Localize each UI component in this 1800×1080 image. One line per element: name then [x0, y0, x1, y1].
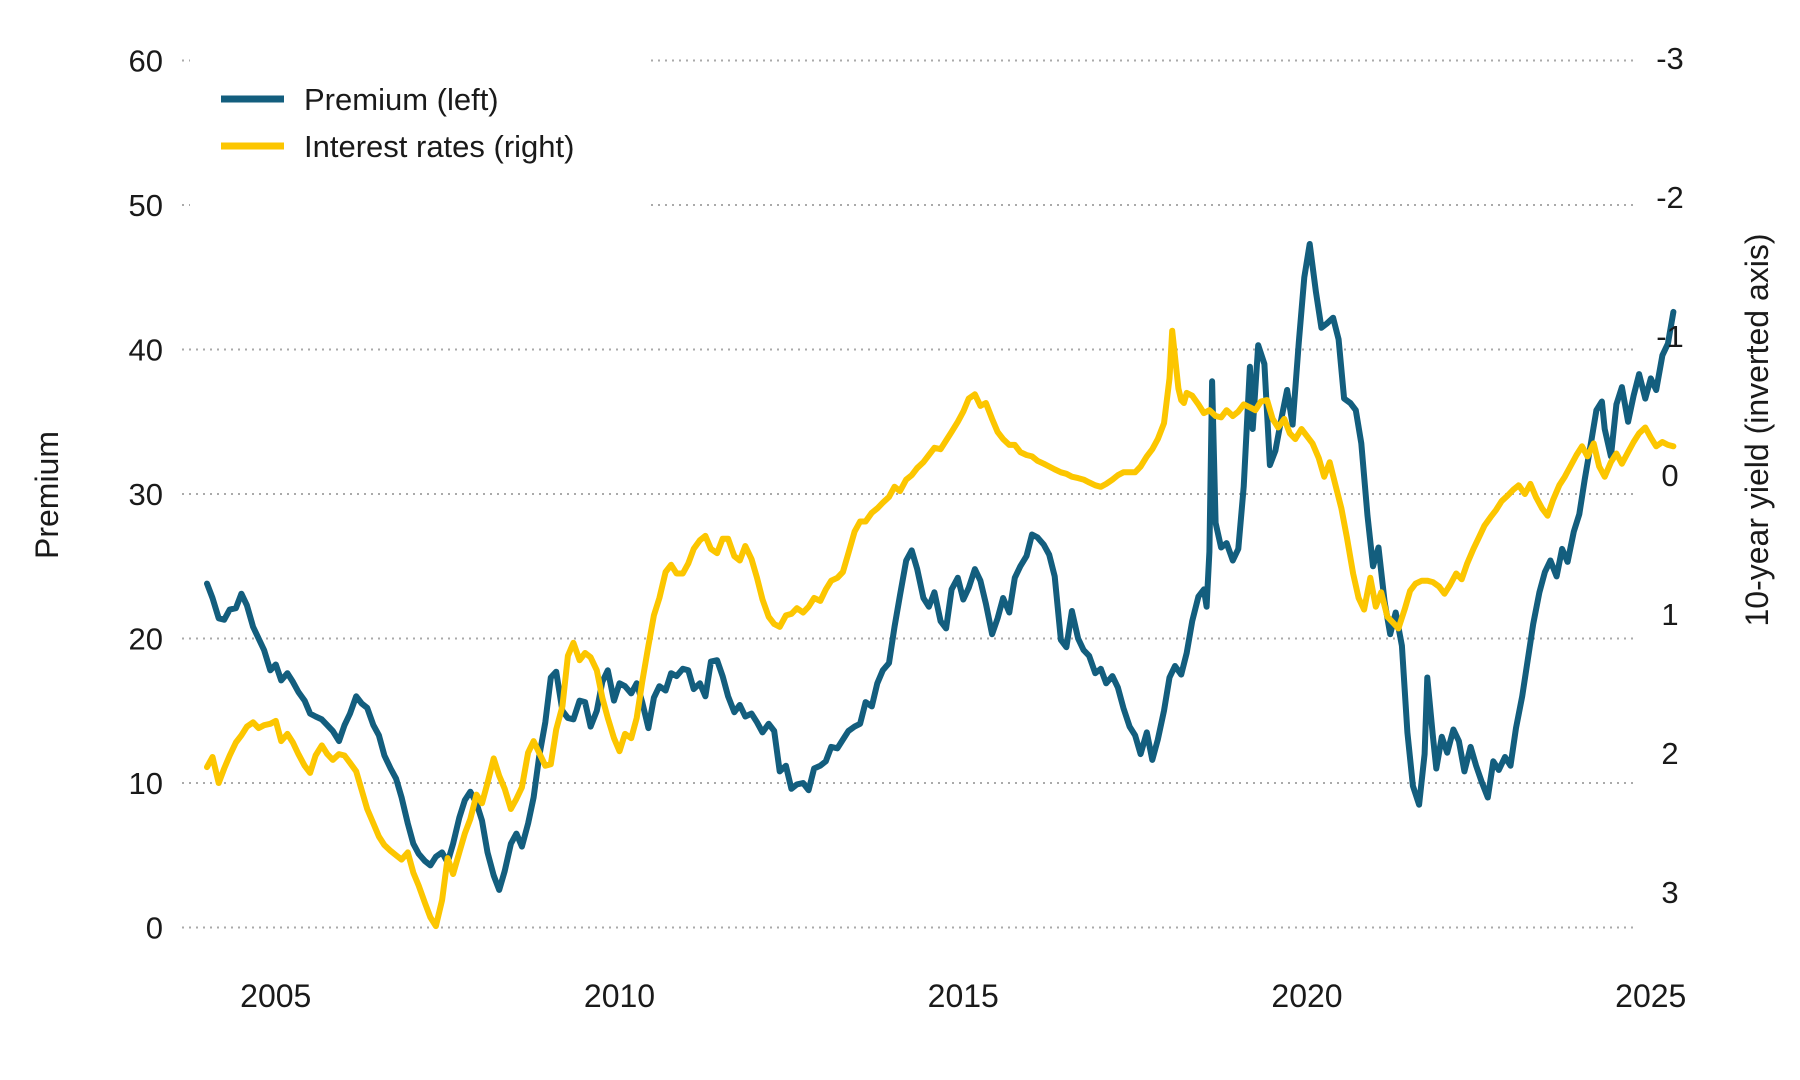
svg-text:-2: -2 — [1656, 180, 1684, 215]
left-axis-tick-labels: 60 50 40 30 20 10 0 — [129, 44, 163, 946]
svg-text:30: 30 — [129, 477, 163, 512]
svg-text:0: 0 — [146, 911, 163, 946]
svg-text:2005: 2005 — [240, 978, 311, 1014]
series-lines — [204, 241, 1677, 930]
svg-text:20: 20 — [129, 622, 163, 657]
svg-text:2020: 2020 — [1271, 978, 1342, 1014]
svg-text:0: 0 — [1661, 458, 1678, 493]
svg-text:60: 60 — [129, 44, 163, 79]
svg-text:10: 10 — [129, 766, 163, 801]
svg-text:2010: 2010 — [584, 978, 655, 1014]
premium-legend-label: Premium (left) — [304, 82, 499, 117]
svg-text:40: 40 — [129, 333, 163, 368]
svg-text:1: 1 — [1661, 597, 1678, 632]
legend-item-interest-rates: Interest rates (right) — [221, 129, 574, 164]
svg-text:-1: -1 — [1656, 319, 1684, 354]
svg-text:2: 2 — [1661, 736, 1678, 771]
svg-text:3: 3 — [1661, 875, 1678, 910]
legend-item-premium: Premium (left) — [221, 82, 499, 117]
right-axis-title: 10-year yield (inverted axis) — [1739, 233, 1775, 626]
svg-text:2015: 2015 — [928, 978, 999, 1014]
svg-text:2025: 2025 — [1615, 978, 1686, 1014]
x-axis-tick-labels: 2005 2010 2015 2020 2025 — [240, 978, 1686, 1014]
gridlines — [182, 59, 1638, 929]
svg-text:50: 50 — [129, 188, 163, 223]
interest-rates-legend-label: Interest rates (right) — [304, 129, 574, 164]
right-axis-tick-labels: -3 -2 -1 0 1 2 3 — [1656, 41, 1684, 910]
legend-background — [190, 48, 648, 218]
svg-text:-3: -3 — [1656, 41, 1684, 76]
legend: Premium (left) Interest rates (right) — [221, 82, 574, 164]
left-axis-title: Premium — [29, 431, 65, 559]
